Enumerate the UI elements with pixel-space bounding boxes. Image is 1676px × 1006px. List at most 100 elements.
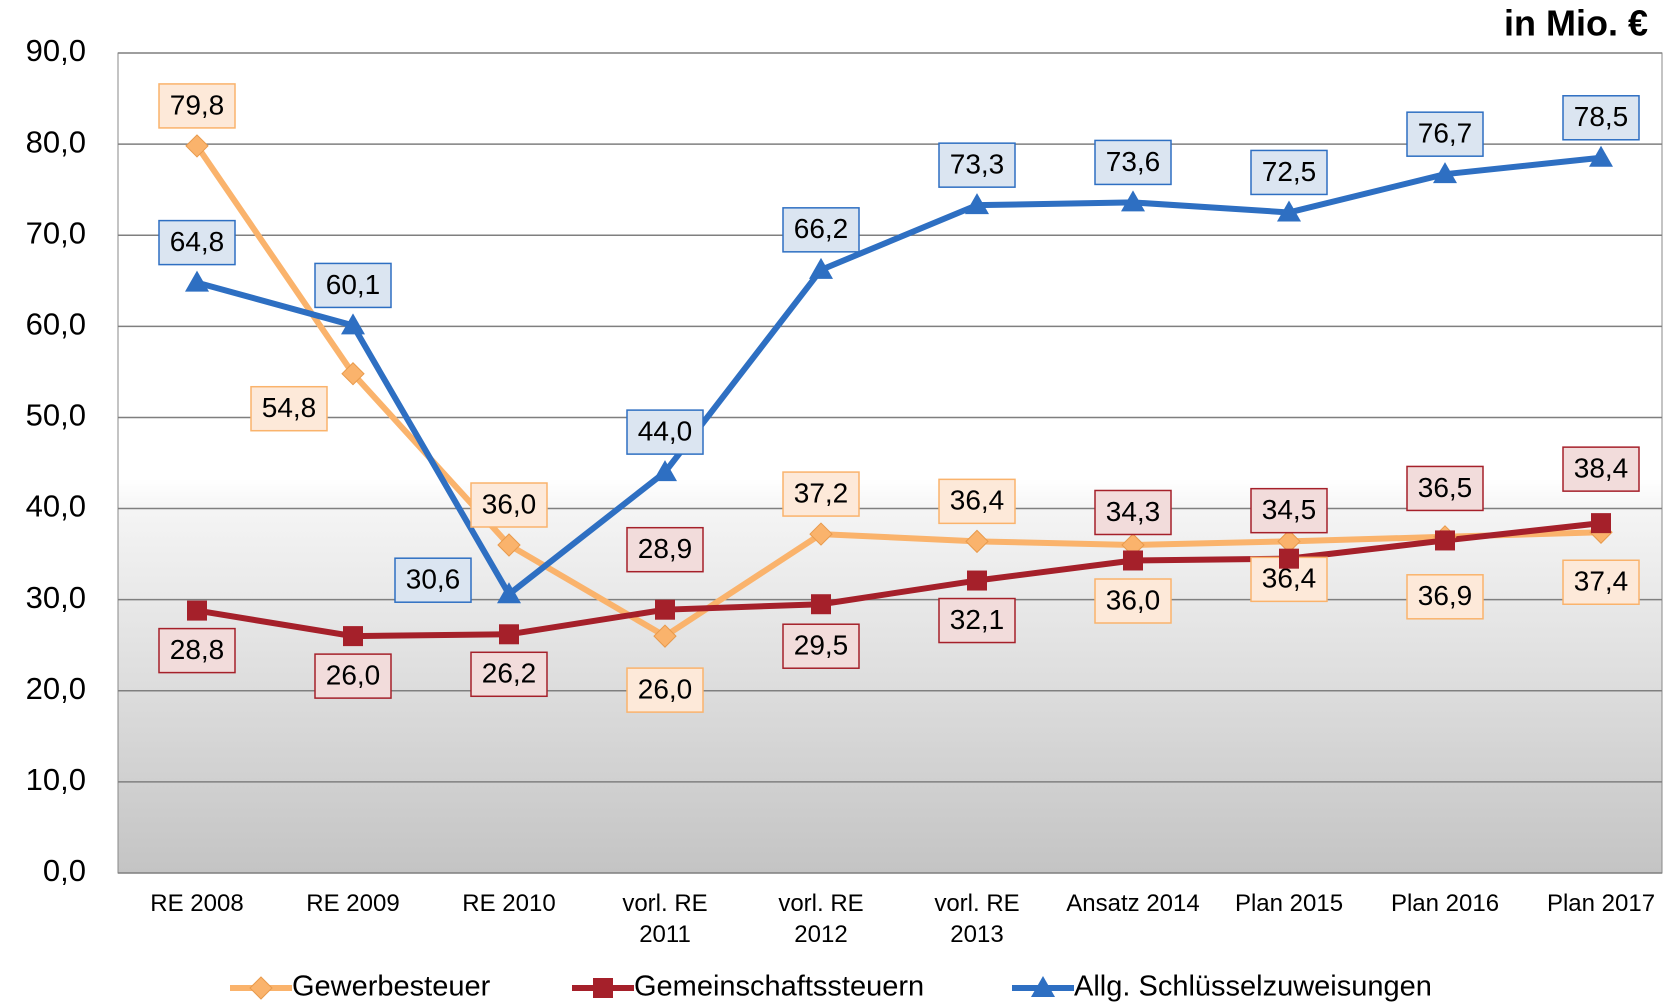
legend-marker xyxy=(249,976,273,1000)
data-label-box xyxy=(1406,574,1484,620)
data-point xyxy=(497,582,521,604)
data-point xyxy=(1591,513,1611,534)
y-tick-label: 30,0 xyxy=(26,580,86,615)
series-line xyxy=(196,154,1602,598)
data-label-box xyxy=(626,526,704,573)
x-tick-label: Plan 2015 xyxy=(1234,890,1344,917)
data-label-box xyxy=(470,482,548,528)
y-tick-label: 90,0 xyxy=(26,33,86,68)
legend-label: Gemeinschaftssteuern xyxy=(634,971,924,1003)
series-line xyxy=(196,520,1602,640)
data-label-box xyxy=(470,651,548,698)
data-label: 36,9 xyxy=(1418,580,1473,611)
x-tick-label: Ansatz 2014 xyxy=(1066,890,1200,917)
data-point xyxy=(1589,145,1613,167)
data-label-box xyxy=(158,627,236,674)
data-label: 26,0 xyxy=(326,660,381,691)
data-label-box xyxy=(1562,446,1640,492)
data-label: 72,5 xyxy=(1262,156,1317,187)
plot-area xyxy=(117,52,1663,874)
x-tick-label: RE 2009 xyxy=(306,890,400,917)
data-label-box xyxy=(314,653,392,699)
data-point xyxy=(341,313,365,335)
data-point xyxy=(497,533,521,557)
data-label-box xyxy=(782,471,860,517)
data-label-box xyxy=(1562,559,1640,605)
data-point xyxy=(967,570,987,591)
data-point xyxy=(811,594,831,615)
data-label: 28,8 xyxy=(170,634,225,665)
data-point xyxy=(1121,190,1145,212)
data-label: 36,0 xyxy=(482,488,537,519)
data-label: 78,5 xyxy=(1574,101,1629,132)
data-point xyxy=(1279,548,1299,569)
legend-label: Allg. Schlüsselzuweisungen xyxy=(1074,971,1432,1003)
data-label-box xyxy=(158,219,236,266)
y-tick-label: 10,0 xyxy=(26,762,86,797)
data-label: 66,2 xyxy=(794,213,849,244)
data-label-box xyxy=(394,557,472,603)
y-tick-label: 20,0 xyxy=(26,671,86,706)
legend-marker xyxy=(593,978,613,998)
data-point xyxy=(185,270,209,292)
data-label: 36,4 xyxy=(950,485,1005,516)
data-point xyxy=(343,626,363,647)
data-label: 32,1 xyxy=(950,604,1005,635)
data-label: 76,7 xyxy=(1418,118,1473,149)
data-label: 38,4 xyxy=(1574,453,1629,484)
data-label-box xyxy=(1250,487,1328,534)
data-label: 26,0 xyxy=(638,674,693,705)
data-point xyxy=(1123,550,1143,571)
y-tick-label: 70,0 xyxy=(26,215,86,250)
x-tick-label: vorl. RE 2012 xyxy=(778,890,864,948)
data-label: 73,3 xyxy=(950,149,1005,180)
data-point xyxy=(655,599,675,620)
data-point xyxy=(965,193,989,215)
data-label-box xyxy=(782,207,860,253)
data-point xyxy=(341,362,365,386)
data-point xyxy=(1433,162,1457,184)
data-label-box xyxy=(1094,578,1172,624)
data-label: 60,1 xyxy=(326,269,381,300)
data-label: 54,8 xyxy=(262,392,317,423)
data-label: 29,5 xyxy=(794,630,849,661)
legend-marker xyxy=(1031,976,1055,997)
data-point xyxy=(965,529,989,554)
data-point xyxy=(809,257,833,279)
x-tick-label: vorl. RE 2013 xyxy=(934,890,1020,948)
data-label-box xyxy=(938,142,1016,188)
data-label-box xyxy=(938,478,1016,525)
data-label: 30,6 xyxy=(406,564,461,595)
y-tick-label: 0,0 xyxy=(43,853,86,888)
data-label: 28,9 xyxy=(638,533,693,564)
data-label-box xyxy=(1094,489,1172,536)
unit-annotation: in Mio. € xyxy=(1504,3,1648,44)
data-label: 37,4 xyxy=(1574,566,1629,597)
data-label-box xyxy=(1562,95,1640,141)
data-label-box xyxy=(626,667,704,713)
x-tick-label: RE 2008 xyxy=(150,890,244,917)
data-label-box xyxy=(782,623,860,669)
data-label-box xyxy=(158,83,236,129)
data-label: 36,0 xyxy=(1106,584,1161,615)
data-label: 36,5 xyxy=(1418,472,1473,503)
data-point xyxy=(499,624,519,645)
legend-label: Gewerbesteuer xyxy=(292,971,491,1003)
x-tick-label: Plan 2016 xyxy=(1390,890,1500,917)
data-label-box xyxy=(1406,111,1484,157)
x-tick-label: Plan 2017 xyxy=(1546,890,1656,917)
data-label: 44,0 xyxy=(638,416,693,447)
x-tick-label: vorl. RE 2011 xyxy=(622,890,708,948)
data-point xyxy=(1435,530,1455,551)
data-label-box xyxy=(1406,465,1484,512)
data-label: 37,2 xyxy=(794,477,849,508)
data-point xyxy=(187,600,207,621)
y-tick-label: 80,0 xyxy=(26,124,86,159)
data-point xyxy=(653,460,677,482)
data-label-box xyxy=(938,597,1016,644)
y-tick-label: 50,0 xyxy=(26,398,86,433)
y-tick-label: 60,0 xyxy=(26,307,86,342)
data-label-box xyxy=(1250,149,1328,196)
